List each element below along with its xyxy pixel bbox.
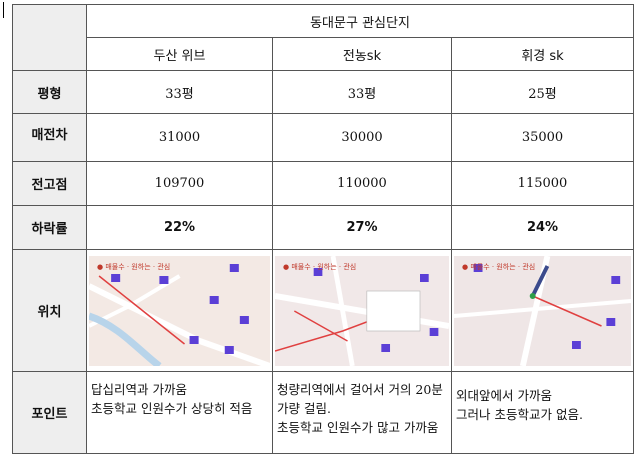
map-hwigyeong: ● 매물수 · 원하는 · 관심: [454, 255, 631, 366]
column-header-hwigyeong: 휘경 sk: [451, 37, 634, 71]
row-label-gap: 매전차: [12, 113, 87, 162]
cell-peak-jeonnong: 110000: [272, 161, 452, 206]
row-label-size: 평형: [12, 70, 87, 114]
cell-size-jeonnong: 33평: [272, 70, 452, 114]
map-graphic: [89, 255, 270, 366]
row-label-location: 위치: [12, 249, 87, 372]
map-cell-hwigyeong: ● 매물수 · 원하는 · 관심: [451, 249, 634, 372]
map-cell-jeonnong: ● 매물수 · 원하는 · 관심: [272, 249, 452, 372]
cell-gap-dusan: 31000: [86, 113, 273, 162]
column-header-jeonnong: 전농sk: [272, 37, 452, 71]
cell-drop-jeonnong: 27%: [272, 205, 452, 250]
row-label-drop: 하락률: [12, 205, 87, 250]
point-line: 그러나 초등학교가 없음.: [456, 407, 583, 422]
map-header: ● 매물수 · 원하는 · 관심: [97, 262, 171, 271]
map-graphic: [275, 255, 449, 366]
text-cursor: [3, 2, 4, 18]
map-dusan: ● 매물수 · 원하는 · 관심: [89, 255, 270, 366]
point-line: 청량리역에서 걸어서 거의 20분 가량 걸림.: [277, 382, 443, 416]
cell-drop-dusan: 22%: [86, 205, 273, 250]
point-line: 초등학교 인원수가 상당히 적음: [91, 401, 253, 416]
table-title: 동대문구 관심단지: [86, 4, 634, 38]
cell-peak-dusan: 109700: [86, 161, 273, 206]
column-header-dusan: 두산 위브: [86, 37, 273, 71]
comparison-table: 동대문구 관심단지 두산 위브 전농sk 휘경 sk 평형 33평 33평 25…: [12, 4, 634, 454]
cell-drop-hwigyeong: 24%: [451, 205, 634, 250]
map-header: ● 매물수 · 원하는 · 관심: [462, 262, 536, 271]
cell-gap-jeonnong: 30000: [272, 113, 452, 162]
map-graphic: [454, 255, 631, 366]
map-jeonnong: ● 매물수 · 원하는 · 관심: [275, 255, 449, 366]
cell-point-jeonnong: 청량리역에서 걸어서 거의 20분 가량 걸림. 초등학교 인원수가 많고 가까…: [272, 371, 452, 454]
row-label-point: 포인트: [12, 371, 87, 454]
cell-peak-hwigyeong: 115000: [451, 161, 634, 206]
cell-point-dusan: 답십리역과 가까움 초등학교 인원수가 상당히 적음: [86, 371, 273, 454]
cell-size-hwigyeong: 25평: [451, 70, 634, 114]
map-cell-dusan: ● 매물수 · 원하는 · 관심: [86, 249, 273, 372]
point-line: 초등학교 인원수가 많고 가까움: [277, 420, 439, 435]
corner-cell: [12, 4, 87, 71]
map-header: ● 매물수 · 원하는 · 관심: [283, 262, 357, 271]
row-label-peak: 전고점: [12, 161, 87, 206]
cell-point-hwigyeong: 외대앞에서 가까움 그러나 초등학교가 없음.: [451, 371, 634, 454]
cell-gap-hwigyeong: 35000: [451, 113, 634, 162]
cell-size-dusan: 33평: [86, 70, 273, 114]
point-line: 답십리역과 가까움: [91, 382, 187, 397]
point-line: 외대앞에서 가까움: [456, 388, 552, 403]
